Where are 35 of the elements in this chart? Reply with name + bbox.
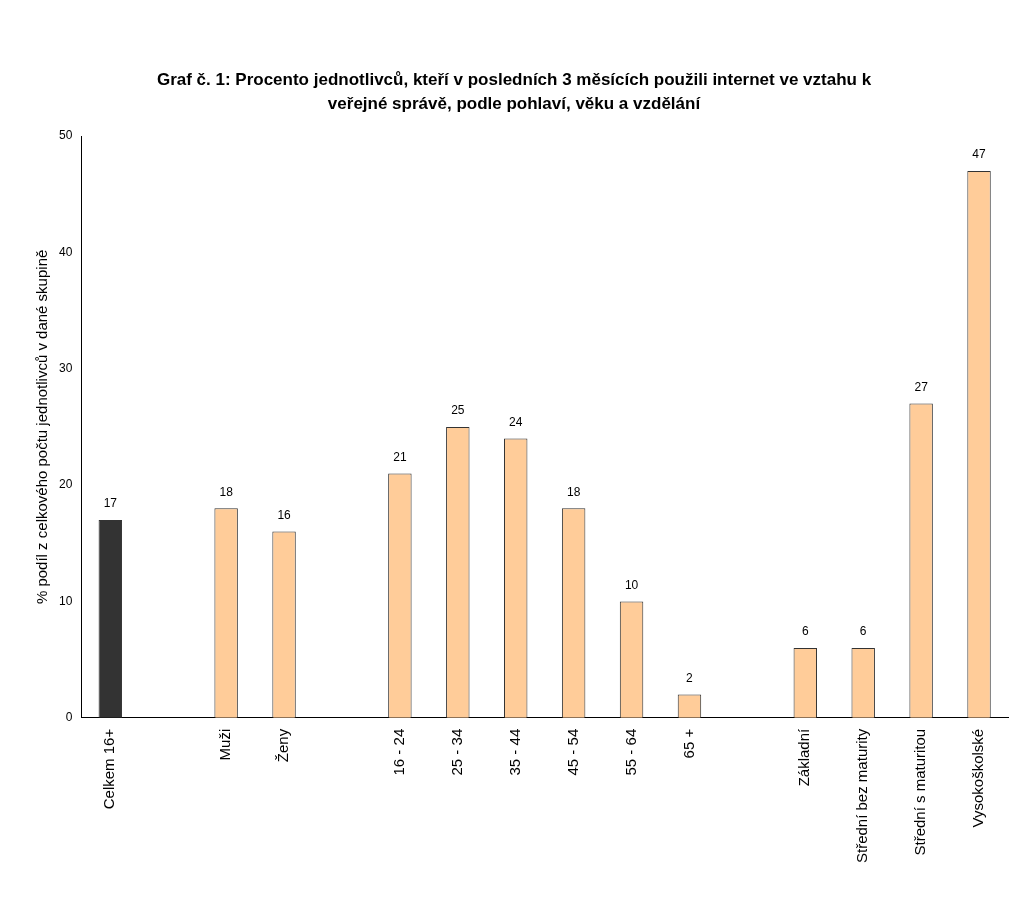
y-tick-label: 0 bbox=[65, 710, 73, 725]
x-tick-label: 16 - 24 bbox=[390, 728, 408, 776]
y-tick-label: 50 bbox=[58, 128, 73, 143]
data-label: 18 bbox=[219, 484, 234, 499]
x-tick-label: 55 - 64 bbox=[621, 728, 639, 776]
x-tick-label: Celkem 16+ bbox=[100, 728, 118, 810]
data-label: 17 bbox=[103, 496, 118, 511]
data-label: 27 bbox=[914, 379, 929, 394]
x-tick-label: Základní bbox=[795, 727, 813, 787]
x-tick-label: 45 - 54 bbox=[563, 728, 581, 776]
x-tick-label: 35 - 44 bbox=[505, 728, 523, 776]
y-axis-title: % podíl z celkového počtu jednotlivců v dané skupině bbox=[33, 249, 51, 605]
data-label: 21 bbox=[393, 449, 407, 464]
x-tick-label: Muži bbox=[216, 728, 234, 761]
data-label: 16 bbox=[277, 507, 292, 522]
data-label: 24 bbox=[509, 414, 523, 429]
y-tick-label: 30 bbox=[58, 361, 73, 376]
x-tick-label: Ženy bbox=[274, 728, 292, 763]
bar bbox=[98, 519, 123, 718]
x-tick-label: Střední bez maturity bbox=[853, 728, 871, 864]
data-label: 6 bbox=[801, 624, 809, 639]
data-label: 10 bbox=[624, 577, 639, 592]
x-tick-label: Vysokoškolské bbox=[969, 728, 987, 828]
x-tick-label: Střední s maturitou bbox=[911, 728, 929, 856]
y-tick-label: 20 bbox=[58, 477, 73, 492]
y-tick-label: 10 bbox=[58, 593, 73, 608]
data-label: 2 bbox=[686, 670, 694, 685]
data-label: 47 bbox=[972, 147, 987, 162]
data-label: 25 bbox=[451, 403, 465, 418]
data-label: 6 bbox=[859, 624, 867, 639]
chart-title: Graf č. 1: Procento jednotlivců, kteří v posledních 3 měsících použili internet ve vztahu k veřejné správě, podle pohlaví, věku a vzdělání bbox=[155, 69, 873, 115]
data-label: 18 bbox=[566, 484, 581, 499]
y-tick-label: 40 bbox=[58, 244, 73, 259]
x-tick-label: 25 - 34 bbox=[447, 728, 465, 776]
x-tick-label: 65 + bbox=[679, 728, 697, 759]
